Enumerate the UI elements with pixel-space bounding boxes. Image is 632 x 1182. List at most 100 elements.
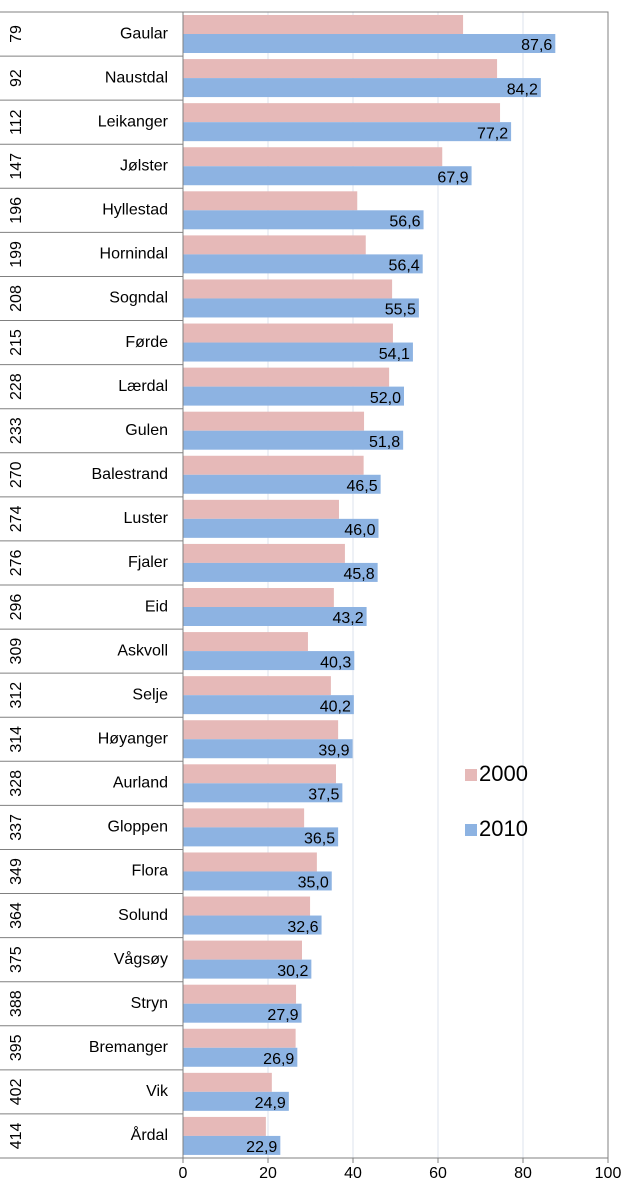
bar — [183, 59, 498, 79]
rank-label: 199 — [8, 241, 25, 268]
bar — [183, 430, 404, 450]
bar — [183, 940, 302, 960]
rank-label: 147 — [8, 153, 25, 180]
bar — [183, 632, 308, 652]
bar — [183, 191, 358, 211]
bar — [183, 122, 512, 142]
category-label: Lærdal — [118, 378, 168, 395]
category-label: Gaular — [120, 25, 169, 42]
bar — [183, 543, 345, 563]
bar — [183, 651, 355, 671]
data-label: 45,8 — [344, 566, 375, 583]
bar — [183, 984, 297, 1004]
data-label: 22,9 — [246, 1139, 277, 1156]
rank-label: 375 — [8, 946, 25, 973]
rank-label: 314 — [8, 726, 25, 753]
bar — [183, 827, 339, 847]
category-label: Leikanger — [98, 113, 169, 130]
rank-label: 337 — [8, 814, 25, 841]
category-label: Fjaler — [128, 554, 169, 571]
rank-label: 196 — [8, 197, 25, 224]
category-label: Askvoll — [117, 642, 168, 659]
data-label: 55,5 — [385, 302, 416, 319]
category-label: Aurland — [113, 775, 168, 792]
bar — [183, 103, 501, 123]
rank-label: 328 — [8, 770, 25, 797]
data-label: 36,5 — [304, 831, 335, 848]
bar — [183, 455, 364, 475]
data-label: 52,0 — [370, 390, 401, 407]
bar — [183, 1091, 289, 1111]
category-label: Balestrand — [92, 466, 169, 483]
bar — [183, 254, 423, 274]
rank-label: 233 — [8, 417, 25, 444]
data-label: 35,0 — [298, 875, 329, 892]
category-label: Vik — [146, 1083, 169, 1100]
bar — [183, 783, 343, 803]
bar — [183, 588, 334, 607]
rank-label: 215 — [8, 329, 25, 356]
legend-label: 2000 — [479, 761, 528, 786]
bar — [183, 235, 366, 255]
data-label: 43,2 — [332, 610, 363, 627]
bar — [183, 1003, 302, 1023]
category-label: Sogndal — [109, 290, 168, 307]
bar — [183, 852, 317, 872]
category-label: Førde — [125, 334, 168, 351]
bar — [183, 518, 379, 538]
rank-label: 364 — [8, 902, 25, 929]
bar — [183, 386, 404, 406]
x-tick-label: 20 — [259, 1165, 277, 1182]
bar — [183, 474, 381, 494]
bar — [183, 720, 339, 740]
bar — [183, 695, 354, 715]
data-label: 87,6 — [521, 37, 552, 54]
data-label: 46,0 — [344, 522, 375, 539]
bar — [183, 1135, 281, 1155]
bar — [183, 34, 556, 53]
category-label: Gulen — [125, 422, 168, 439]
data-label: 37,5 — [308, 787, 339, 804]
category-label: Høyanger — [98, 730, 169, 747]
data-label: 56,4 — [389, 258, 420, 275]
rank-label: 388 — [8, 990, 25, 1017]
category-label: Gloppen — [108, 819, 169, 836]
bar — [183, 562, 378, 582]
category-label: Bremanger — [89, 1039, 169, 1056]
bar — [183, 1072, 272, 1092]
rank-label: 208 — [8, 285, 25, 312]
rank-label: 309 — [8, 638, 25, 665]
data-label: 26,9 — [263, 1051, 294, 1068]
data-label: 32,6 — [287, 919, 318, 936]
rank-label: 274 — [8, 505, 25, 532]
rank-label: 92 — [8, 69, 25, 87]
category-label: Selje — [132, 686, 168, 703]
rank-label: 349 — [8, 858, 25, 885]
rank-label: 395 — [8, 1034, 25, 1061]
bar — [183, 1028, 296, 1048]
category-label: Stryn — [131, 995, 168, 1012]
bar — [183, 871, 332, 891]
x-tick-label: 40 — [344, 1165, 362, 1182]
x-tick-label: 60 — [429, 1165, 447, 1182]
data-label: 40,3 — [320, 654, 351, 671]
category-label: Årdal — [131, 1125, 168, 1144]
rank-label: 414 — [8, 1123, 25, 1150]
data-label: 30,2 — [277, 963, 308, 980]
data-label: 54,1 — [379, 346, 410, 363]
x-tick-label: 0 — [179, 1165, 188, 1182]
rank-label: 276 — [8, 550, 25, 577]
rank-label: 270 — [8, 461, 25, 488]
bar — [183, 607, 367, 626]
category-label: Hyllestad — [102, 202, 168, 219]
rank-label: 228 — [8, 373, 25, 400]
plot-border — [182, 11, 609, 1159]
bar — [183, 15, 464, 34]
bar — [183, 298, 419, 318]
data-label: 39,9 — [318, 742, 349, 759]
data-label: 67,9 — [437, 169, 468, 186]
bar — [183, 367, 390, 387]
category-label: Hornindal — [100, 246, 168, 263]
rank-label: 312 — [8, 682, 25, 709]
